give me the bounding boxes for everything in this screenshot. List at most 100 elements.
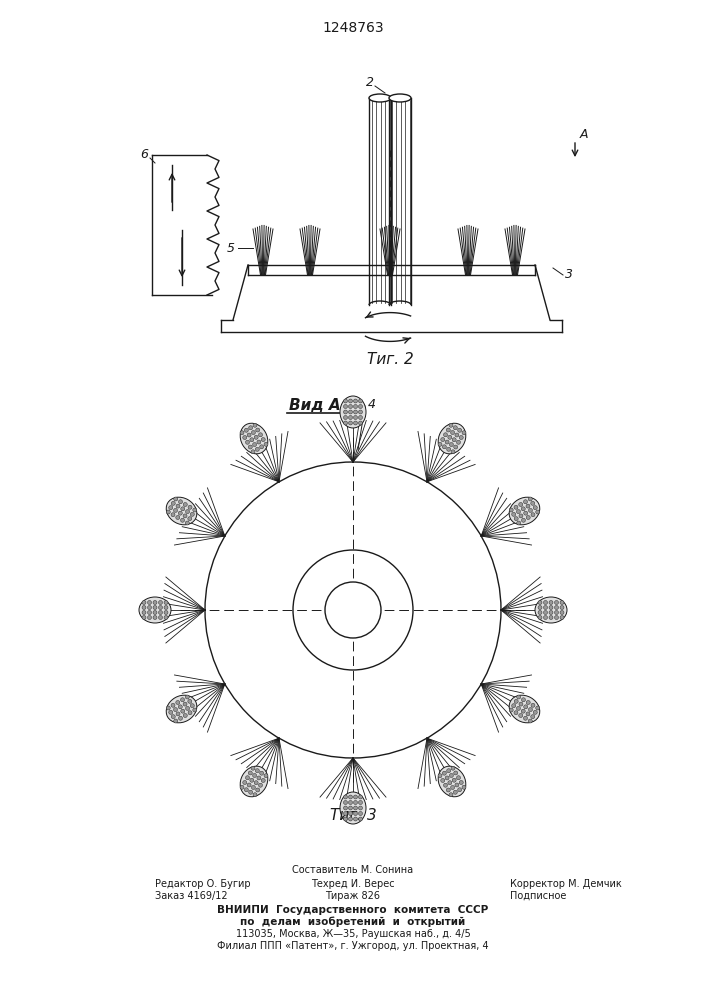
- Text: Филиал ППП «Патент», г. Ужгород, ул. Проектная, 4: Филиал ППП «Патент», г. Ужгород, ул. Про…: [217, 941, 489, 951]
- Circle shape: [245, 440, 250, 444]
- Circle shape: [457, 428, 462, 432]
- Circle shape: [344, 806, 348, 810]
- Circle shape: [240, 431, 244, 435]
- Text: ВНИИПИ  Государственного  комитета  СССР: ВНИИПИ Государственного комитета СССР: [217, 905, 489, 915]
- Circle shape: [358, 404, 363, 408]
- Circle shape: [164, 605, 168, 609]
- Circle shape: [514, 505, 518, 509]
- Circle shape: [349, 421, 353, 425]
- Ellipse shape: [340, 396, 366, 428]
- Circle shape: [514, 517, 518, 521]
- Circle shape: [158, 600, 163, 604]
- Circle shape: [512, 704, 515, 708]
- Circle shape: [560, 615, 564, 619]
- Circle shape: [462, 431, 466, 435]
- Circle shape: [447, 769, 450, 773]
- Circle shape: [176, 515, 180, 519]
- Ellipse shape: [139, 597, 171, 623]
- Circle shape: [249, 426, 252, 430]
- Circle shape: [183, 503, 187, 507]
- Circle shape: [536, 510, 539, 514]
- Circle shape: [250, 778, 254, 782]
- Circle shape: [171, 703, 175, 707]
- Circle shape: [521, 507, 525, 511]
- Circle shape: [349, 410, 353, 414]
- Circle shape: [519, 713, 522, 717]
- Circle shape: [358, 421, 363, 425]
- Circle shape: [193, 708, 197, 712]
- Circle shape: [257, 776, 261, 780]
- Circle shape: [264, 442, 268, 446]
- Circle shape: [533, 710, 537, 714]
- Circle shape: [454, 445, 457, 449]
- Ellipse shape: [240, 423, 268, 454]
- Circle shape: [185, 510, 189, 514]
- Circle shape: [188, 711, 192, 715]
- Ellipse shape: [535, 597, 567, 623]
- Circle shape: [549, 600, 553, 604]
- Circle shape: [193, 508, 197, 512]
- Circle shape: [457, 440, 460, 444]
- Circle shape: [180, 518, 185, 522]
- Circle shape: [453, 426, 457, 430]
- Circle shape: [169, 506, 173, 510]
- Circle shape: [344, 399, 348, 403]
- Circle shape: [344, 812, 348, 816]
- Ellipse shape: [509, 695, 539, 723]
- Circle shape: [524, 705, 527, 709]
- Circle shape: [452, 438, 456, 442]
- Circle shape: [354, 410, 358, 414]
- Circle shape: [448, 781, 452, 785]
- Circle shape: [173, 708, 177, 712]
- Ellipse shape: [438, 423, 466, 454]
- Circle shape: [264, 774, 268, 778]
- Circle shape: [457, 788, 462, 792]
- Circle shape: [528, 719, 532, 723]
- Circle shape: [358, 817, 363, 821]
- Circle shape: [524, 511, 527, 515]
- Circle shape: [523, 716, 527, 720]
- Circle shape: [519, 702, 523, 706]
- Circle shape: [450, 431, 455, 435]
- Circle shape: [560, 600, 564, 604]
- Circle shape: [240, 785, 244, 789]
- Circle shape: [344, 817, 348, 821]
- Circle shape: [453, 790, 457, 794]
- Circle shape: [344, 800, 348, 804]
- Circle shape: [517, 521, 520, 525]
- Circle shape: [174, 497, 177, 501]
- Circle shape: [252, 431, 255, 435]
- Circle shape: [178, 500, 182, 504]
- Circle shape: [452, 778, 456, 782]
- Circle shape: [526, 504, 530, 508]
- Circle shape: [262, 438, 265, 442]
- Circle shape: [247, 783, 251, 787]
- Text: Составитель М. Сонина: Составитель М. Сонина: [293, 865, 414, 875]
- Circle shape: [349, 800, 353, 804]
- Circle shape: [451, 766, 455, 770]
- Text: Заказ 4169/12: Заказ 4169/12: [155, 891, 228, 901]
- Circle shape: [538, 600, 542, 604]
- Circle shape: [514, 711, 518, 715]
- Circle shape: [451, 450, 455, 454]
- Ellipse shape: [369, 94, 391, 102]
- Circle shape: [526, 701, 530, 705]
- Circle shape: [248, 445, 252, 449]
- Circle shape: [554, 600, 559, 604]
- Circle shape: [256, 788, 259, 792]
- Circle shape: [449, 423, 453, 427]
- Circle shape: [180, 698, 185, 702]
- Circle shape: [354, 817, 358, 821]
- Circle shape: [443, 771, 446, 775]
- Circle shape: [519, 503, 522, 507]
- Circle shape: [164, 615, 168, 619]
- Circle shape: [438, 774, 442, 778]
- Circle shape: [454, 771, 457, 775]
- Circle shape: [158, 610, 163, 614]
- Circle shape: [358, 399, 363, 403]
- Circle shape: [148, 600, 151, 604]
- Circle shape: [549, 605, 553, 609]
- Circle shape: [247, 433, 251, 437]
- Circle shape: [259, 771, 264, 775]
- Circle shape: [560, 610, 564, 614]
